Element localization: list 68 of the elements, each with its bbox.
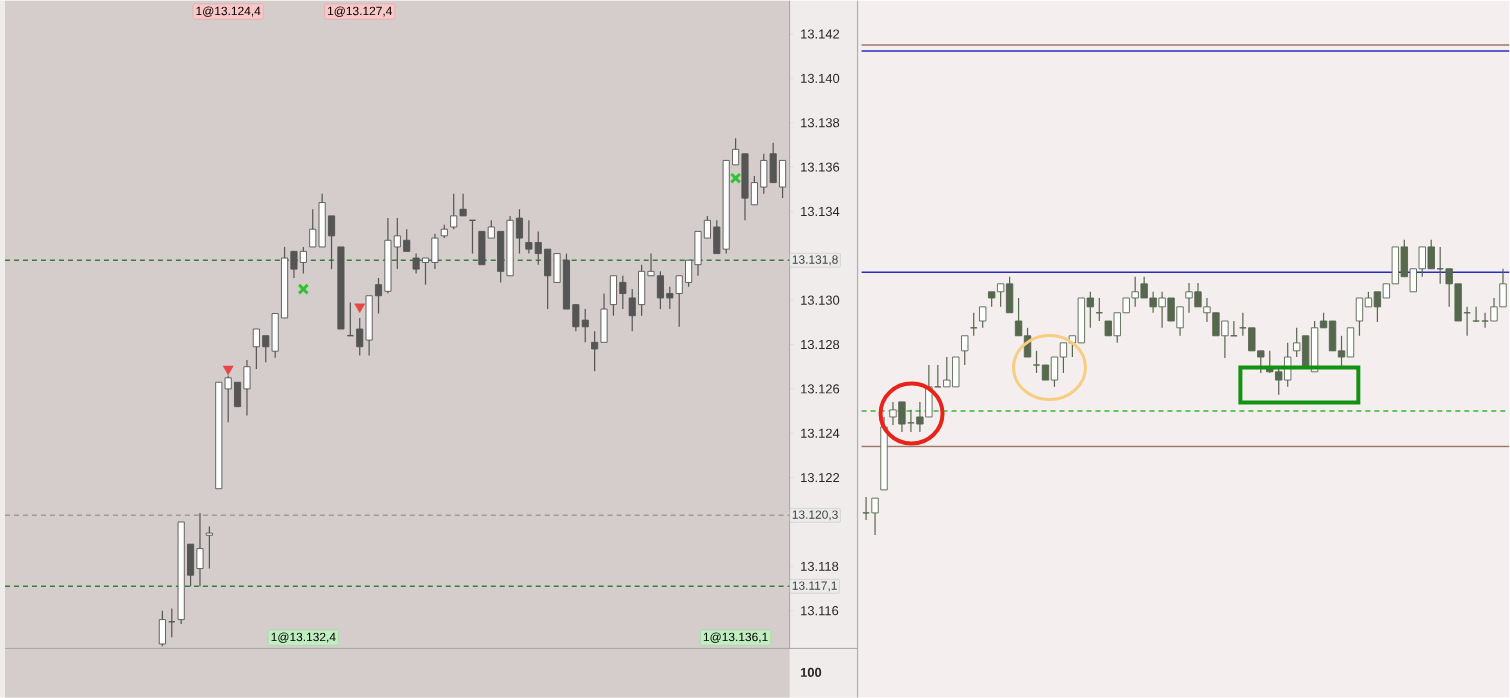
y-tick-label: 13.136 (801, 162, 840, 172)
candlestick (906, 409, 915, 433)
candlestick (647, 252, 655, 277)
candlestick (871, 497, 879, 536)
candlestick (933, 364, 942, 388)
y-tick-label: 13.128 (801, 339, 840, 350)
candlestick (309, 208, 317, 248)
candlestick (969, 312, 978, 337)
y-tick-label: 13.138 (801, 118, 840, 128)
y-tick-label: 13.134 (801, 206, 840, 216)
candlestick (862, 496, 870, 521)
candlestick (299, 246, 307, 275)
candlestick (1238, 312, 1247, 337)
candlestick (243, 359, 251, 417)
ref-line-label: 13.131,8 (792, 255, 838, 266)
candlestick (450, 193, 458, 230)
candlestick (1355, 297, 1364, 337)
candlestick (403, 228, 411, 252)
candlestick (1481, 312, 1489, 329)
candlestick (459, 193, 467, 217)
candlestick (961, 335, 969, 366)
candlestick (703, 215, 711, 239)
annotation: 1@13.136,1 (703, 632, 768, 643)
candlestick (412, 252, 420, 275)
point (354, 303, 366, 313)
candlestick (619, 275, 627, 310)
candlestick (327, 215, 336, 270)
candlestick (290, 250, 298, 279)
annotation: 1@13.124,4 (196, 6, 261, 17)
y-tick-label: 13.130 (801, 295, 840, 305)
candlestick (393, 217, 401, 270)
annotation: 1@13.132,4 (271, 632, 336, 643)
y-tick-label: 13.142 (801, 29, 840, 39)
point (222, 365, 234, 376)
candlestick (534, 230, 542, 266)
annotation: 1@13.127,4 (327, 6, 393, 17)
candlestick (1014, 297, 1023, 337)
point (297, 283, 310, 295)
y-tick-label: 13.118 (801, 561, 839, 571)
candlestick (1472, 306, 1481, 323)
candlestick (732, 137, 740, 166)
candlestick (750, 175, 758, 206)
candlestick (1050, 356, 1059, 388)
candlestick (196, 512, 204, 587)
candlestick (1059, 342, 1068, 374)
candlestick (1032, 350, 1041, 374)
candlestick (685, 259, 693, 288)
point (729, 172, 742, 184)
candlestick (205, 525, 213, 570)
candlestick (591, 330, 599, 372)
candlestick (656, 270, 664, 310)
ref-line-label: 13.117,1 (792, 581, 837, 592)
y-tick-label: 13.126 (801, 384, 840, 394)
candlestick (979, 306, 987, 329)
candlestick (1337, 335, 1346, 368)
candlestick (525, 219, 533, 255)
ref-line-label: 13.120,3 (792, 510, 838, 521)
candlestick (356, 317, 364, 357)
y-tick-label: 13.140 (801, 73, 840, 83)
y-tick-label: 13.124 (801, 428, 840, 438)
candlestick (628, 288, 636, 332)
text: 100 (800, 667, 822, 677)
candlestick (374, 277, 383, 315)
candlestick (515, 208, 524, 255)
candlestick (421, 257, 430, 286)
y-tick-label: 13.116 (801, 606, 839, 616)
candlestick (252, 328, 260, 370)
y-tick-label: 13.122 (801, 472, 840, 483)
